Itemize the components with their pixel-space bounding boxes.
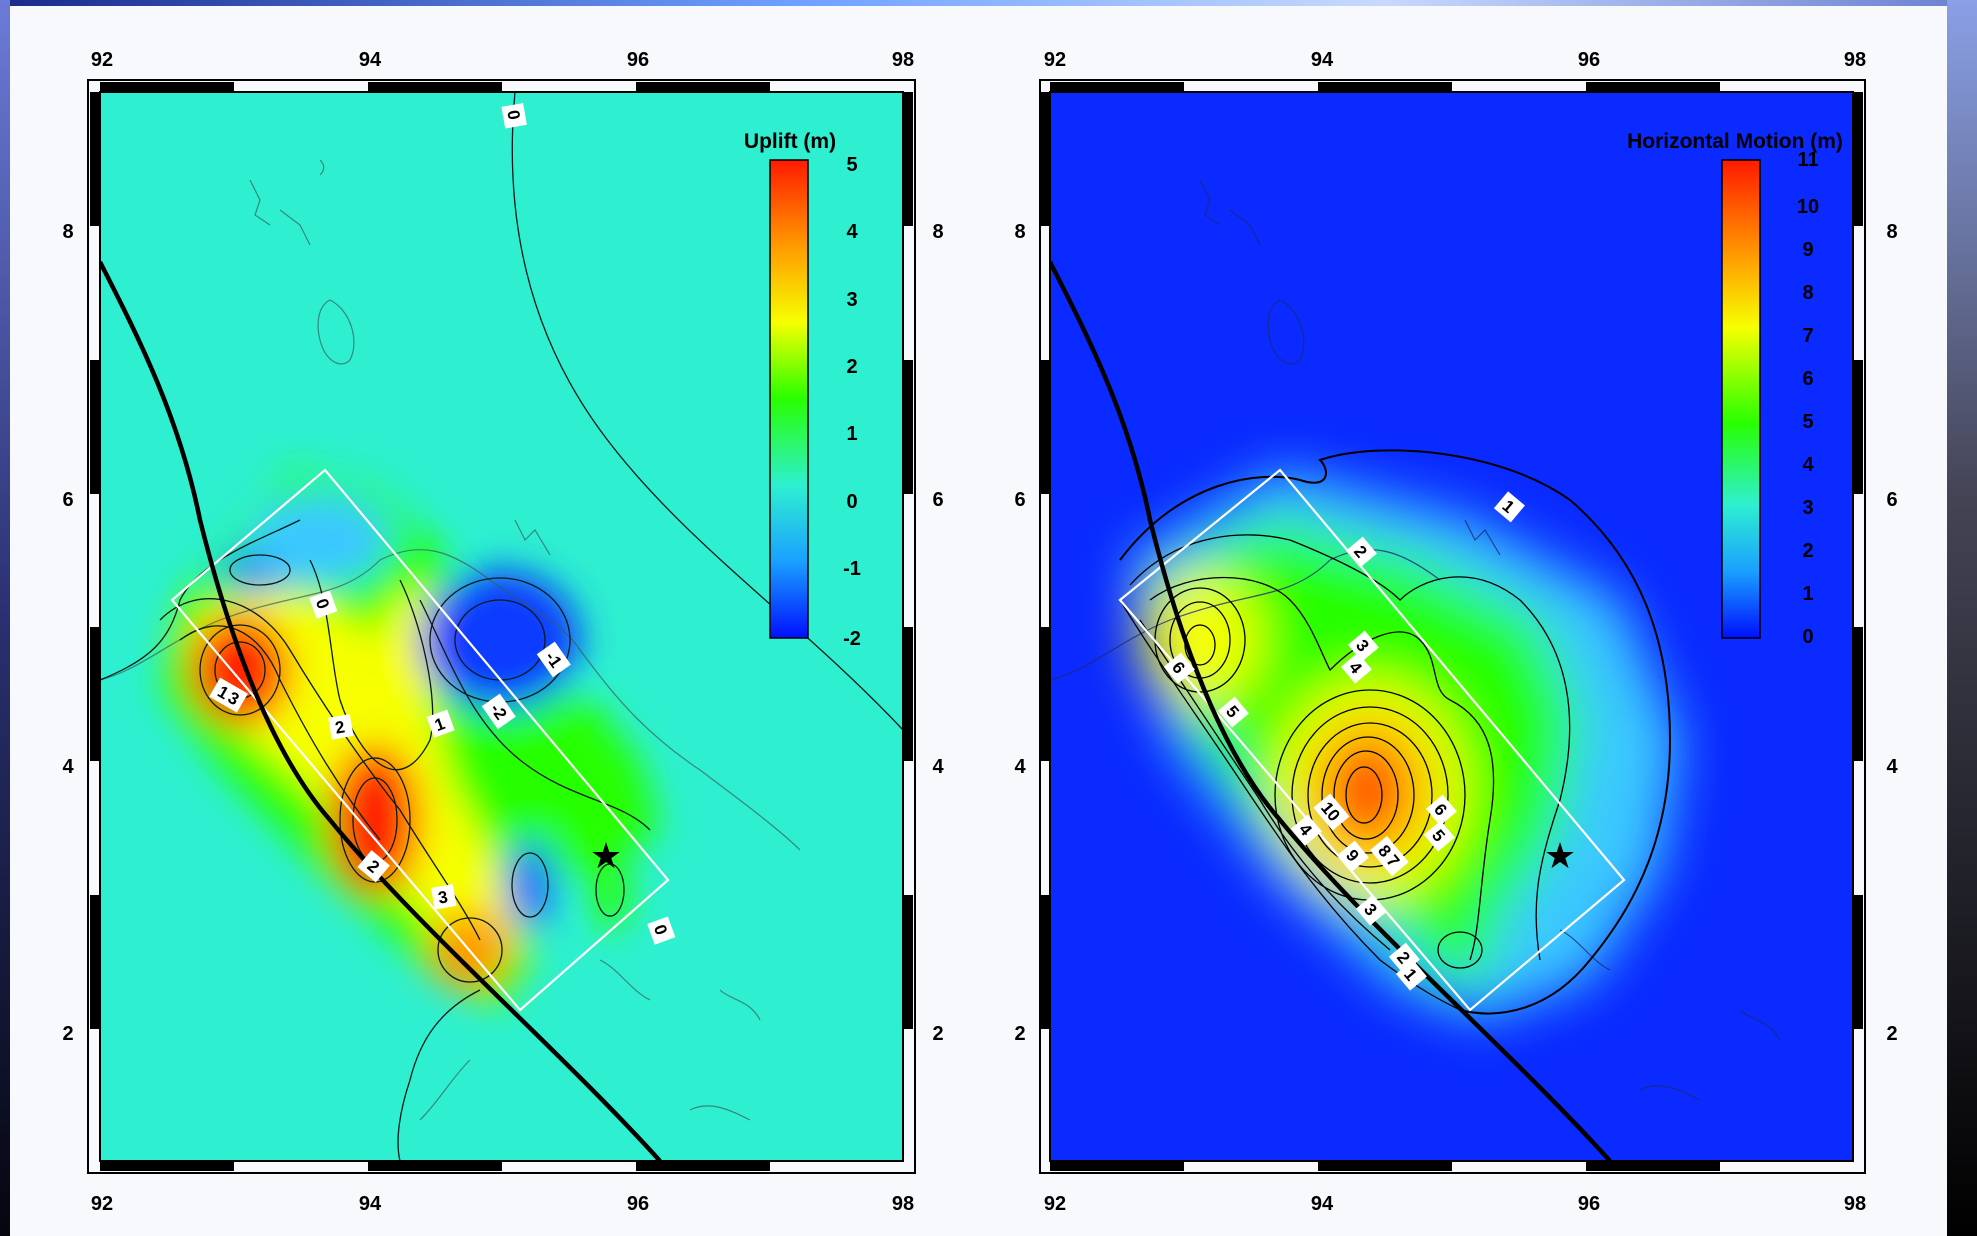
- svg-text:3: 3: [846, 289, 857, 311]
- svg-text:3: 3: [1802, 497, 1813, 519]
- svg-text:1: 1: [846, 423, 857, 445]
- horizontal-lon-top-92: 92: [1044, 49, 1066, 71]
- slide-top-strip: [0, 0, 1977, 6]
- horizontal-lat-left-6: 6: [1014, 489, 1025, 511]
- uplift-coastlines: [100, 159, 801, 1121]
- uplift-lon-bottom-94: 94: [359, 1193, 382, 1215]
- uplift-map-panel: ★ 92 94 96 98 92 94 96 98 8 6 4 2 8 6 4 …: [62, 49, 944, 1215]
- svg-text:1: 1: [1802, 583, 1813, 605]
- horizontal-lon-top-96: 96: [1578, 49, 1600, 71]
- horizontal-lon-bottom-96: 96: [1578, 1193, 1600, 1215]
- horizontal-contour-labels: 1 2 3 4 6 5 10 9 87 6 5 4 3 2 1: [1163, 491, 1525, 991]
- svg-text:5: 5: [846, 154, 857, 176]
- horizontal-coastlines: [1050, 179, 1781, 1101]
- uplift-lat-left-2: 2: [62, 1023, 73, 1045]
- svg-text:-2: -2: [843, 628, 861, 650]
- horizontal-rupture-box: [1118, 468, 1626, 1012]
- svg-text:4: 4: [846, 221, 858, 243]
- horizontal-lon-top-98: 98: [1844, 49, 1866, 71]
- svg-text:7: 7: [1802, 325, 1813, 347]
- horizontal-fault-line: [1050, 260, 1612, 1161]
- svg-text:9: 9: [1802, 239, 1813, 261]
- uplift-lat-right-6: 6: [932, 489, 943, 511]
- uplift-lat-left-4: 4: [62, 756, 74, 778]
- horizontal-frame-checks: [1040, 82, 1863, 1171]
- uplift-frame: [87, 79, 916, 1174]
- svg-text:11: 11: [1797, 149, 1818, 171]
- uplift-colorbar-title: Uplift (m): [744, 130, 836, 153]
- uplift-epicenter-star: ★: [590, 835, 622, 876]
- horizontal-lon-bottom-94: 94: [1311, 1193, 1334, 1215]
- svg-text:6: 6: [1802, 368, 1813, 390]
- svg-text:2: 2: [1802, 540, 1813, 562]
- uplift-lat-right-4: 4: [932, 756, 944, 778]
- uplift-colorbar: Uplift (m) 5 4 3 2 1 0 -1 -2: [744, 130, 861, 650]
- slide-left-strip: [0, 0, 10, 1236]
- horizontal-lat-right-8: 8: [1886, 221, 1897, 243]
- horizontal-colorbar-title: Horizontal Motion (m): [1627, 130, 1843, 153]
- horizontal-field: [1130, 470, 1680, 1020]
- svg-text:2: 2: [334, 717, 347, 737]
- uplift-lon-top-94: 94: [359, 49, 382, 71]
- svg-text:8: 8: [1802, 282, 1813, 304]
- uplift-rupture-box: [170, 468, 670, 1012]
- uplift-lon-bottom-92: 92: [91, 1193, 113, 1215]
- uplift-lat-right-8: 8: [932, 221, 943, 243]
- uplift-lon-bottom-98: 98: [892, 1193, 914, 1215]
- horizontal-lat-left-4: 4: [1014, 756, 1026, 778]
- uplift-lat-left-8: 8: [62, 221, 73, 243]
- svg-text:0: 0: [1802, 626, 1813, 648]
- svg-text:3: 3: [437, 887, 450, 907]
- horizontal-lon-bottom-98: 98: [1844, 1193, 1866, 1215]
- horizontal-epicenter-star: ★: [1544, 835, 1576, 876]
- horizontal-frame: [1039, 79, 1866, 1174]
- uplift-fault-line: [100, 260, 662, 1161]
- svg-text:5: 5: [1802, 411, 1813, 433]
- horizontal-lat-left-8: 8: [1014, 221, 1025, 243]
- uplift-frame-checks: [90, 82, 913, 1171]
- horizontal-lat-right-4: 4: [1886, 756, 1898, 778]
- uplift-lat-right-2: 2: [932, 1023, 943, 1045]
- slide-right-strip: [1947, 0, 1977, 1236]
- uplift-lon-top-98: 98: [892, 49, 914, 71]
- svg-text:-1: -1: [843, 558, 861, 580]
- horizontal-lon-bottom-92: 92: [1044, 1193, 1066, 1215]
- uplift-lon-top-92: 92: [91, 49, 113, 71]
- svg-text:2: 2: [846, 356, 857, 378]
- uplift-lon-top-96: 96: [627, 49, 649, 71]
- svg-text:10: 10: [1797, 196, 1819, 218]
- horizontal-lat-right-2: 2: [1886, 1023, 1897, 1045]
- svg-text:0: 0: [503, 109, 523, 122]
- uplift-lon-bottom-96: 96: [627, 1193, 649, 1215]
- horizontal-lon-top-94: 94: [1311, 49, 1334, 71]
- svg-text:4: 4: [1802, 454, 1814, 476]
- horizontal-map-panel: ★ 92 94 96 98 92 94 96 98 8 6 4 2 8 6 4 …: [1014, 49, 1898, 1215]
- uplift-lat-left-6: 6: [62, 489, 73, 511]
- horizontal-lat-right-6: 6: [1886, 489, 1897, 511]
- horizontal-colorbar: Horizontal Motion (m) 11 10 9 8 7 6 5 4 …: [1627, 130, 1843, 648]
- uplift-contour-labels: 0 0 -1 -2 1 2 13 2 3 0: [209, 103, 676, 945]
- horizontal-lat-left-2: 2: [1014, 1023, 1025, 1045]
- svg-text:0: 0: [846, 491, 857, 513]
